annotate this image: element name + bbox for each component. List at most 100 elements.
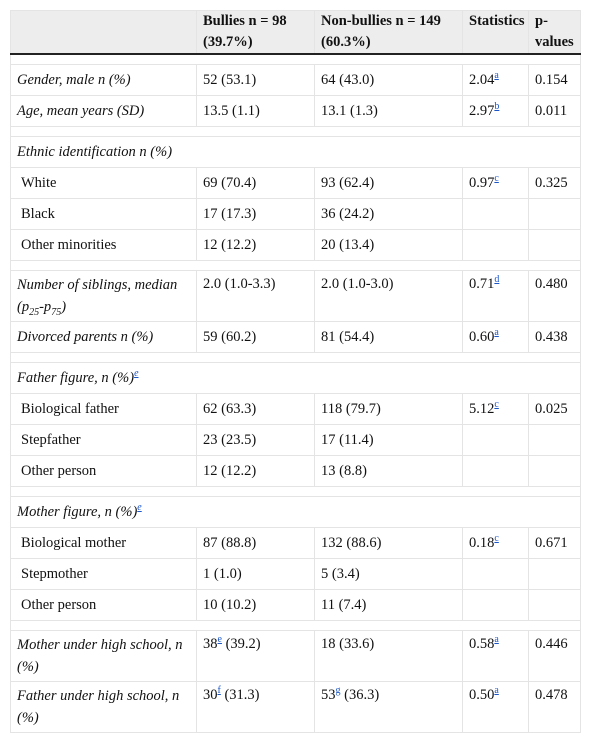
spacer-row xyxy=(10,53,581,65)
statistics-cell: 0.71d xyxy=(462,270,529,322)
footnote-link[interactable]: f xyxy=(217,685,221,697)
spacer-row xyxy=(10,352,581,363)
footnote-link[interactable]: e xyxy=(217,634,222,646)
table-row: Mother under high school, n (%) 38e (39.… xyxy=(10,630,581,682)
p-value-cell xyxy=(528,558,581,590)
stat-value: 2.04 xyxy=(469,71,495,88)
cell-value: 53 xyxy=(321,687,336,703)
stat-value: 0.71 xyxy=(469,276,495,292)
bullies-cell: 62 (63.3) xyxy=(196,393,315,425)
statistics-cell: 0.50a xyxy=(462,681,529,733)
nonbullies-cell: 64 (43.0) xyxy=(314,64,463,96)
row-label: Age, mean years (SD) xyxy=(10,95,197,127)
bullies-cell: 38e (39.2) xyxy=(196,630,315,682)
bullies-cell: 17 (17.3) xyxy=(196,198,315,230)
header-bullies: Bullies n = 98 (39.7%) xyxy=(196,10,315,55)
nonbullies-cell: 13 (8.8) xyxy=(314,455,463,487)
table-row: Stepfather 23 (23.5) 17 (11.4) xyxy=(10,424,581,456)
cell-value: 38 xyxy=(203,636,218,652)
row-label-text: -p xyxy=(39,299,52,315)
nonbullies-cell: 13.1 (1.3) xyxy=(314,95,463,127)
p-value-cell: 0.446 xyxy=(528,630,581,682)
p-value-cell: 0.011 xyxy=(528,95,581,127)
spacer-row xyxy=(10,620,581,631)
stat-value: 0.60 xyxy=(469,328,495,345)
statistics-cell xyxy=(462,589,529,621)
header-p-values: p-values xyxy=(528,10,581,55)
bullies-cell: 12 (12.2) xyxy=(196,229,315,261)
bullies-cell: 1 (1.0) xyxy=(196,558,315,590)
footnote-link[interactable]: c xyxy=(494,398,499,410)
table-row: Black 17 (17.3) 36 (24.2) xyxy=(10,198,581,230)
subscript: 25 xyxy=(29,306,40,318)
row-label: Stepmother xyxy=(10,558,197,590)
section-row: Mother figure, n (%)e xyxy=(10,496,581,528)
nonbullies-cell: 17 (11.4) xyxy=(314,424,463,456)
statistics-cell xyxy=(462,198,529,230)
row-label: Gender, male n (%) xyxy=(10,64,197,96)
statistics-cell: 0.18c xyxy=(462,527,529,559)
statistics-cell: 2.97b xyxy=(462,95,529,127)
section-row: Ethnic identification n (%) xyxy=(10,136,581,168)
footnote-link[interactable]: a xyxy=(494,685,499,697)
row-label: Divorced parents n (%) xyxy=(10,321,197,353)
table-row: Father under high school, n (%) 30f (31.… xyxy=(10,681,581,733)
p-value-cell xyxy=(528,455,581,487)
bullies-cell: 87 (88.8) xyxy=(196,527,315,559)
footnote-link[interactable]: e xyxy=(137,501,142,513)
footnote-link[interactable]: a xyxy=(494,634,499,646)
nonbullies-cell: 132 (88.6) xyxy=(314,527,463,559)
table-row: Other person 10 (10.2) 11 (7.4) xyxy=(10,589,581,621)
section-label: Mother figure, n (%)e xyxy=(10,496,581,528)
statistics-cell: 5.12c xyxy=(462,393,529,425)
bullies-cell: 2.0 (1.0-3.3) xyxy=(196,270,315,322)
footnote-link[interactable]: a xyxy=(494,69,499,81)
bullies-cell: 30f (31.3) xyxy=(196,681,315,733)
footnote-link[interactable]: e xyxy=(134,367,139,379)
nonbullies-cell: 5 (3.4) xyxy=(314,558,463,590)
bullies-cell: 13.5 (1.1) xyxy=(196,95,315,127)
footnote-link[interactable]: g xyxy=(335,685,341,697)
spacer-row xyxy=(10,486,581,497)
table-header-row: Bullies n = 98 (39.7%) Non-bullies n = 1… xyxy=(10,10,581,55)
nonbullies-cell: 18 (33.6) xyxy=(314,630,463,682)
statistics-cell xyxy=(462,558,529,590)
table-row: Other minorities 12 (12.2) 20 (13.4) xyxy=(10,229,581,261)
bullies-cell: 10 (10.2) xyxy=(196,589,315,621)
nonbullies-cell: 93 (62.4) xyxy=(314,167,463,199)
footnote-link[interactable]: b xyxy=(494,100,500,112)
bullies-cell: 52 (53.1) xyxy=(196,64,315,96)
footnote-link[interactable]: c xyxy=(494,172,499,184)
p-value-cell: 0.478 xyxy=(528,681,581,733)
footnote-link[interactable]: d xyxy=(494,274,500,286)
bullies-cell: 23 (23.5) xyxy=(196,424,315,456)
p-value-cell: 0.325 xyxy=(528,167,581,199)
row-label: Other person xyxy=(10,455,197,487)
footnote-link[interactable]: c xyxy=(494,532,499,544)
statistics-cell xyxy=(462,424,529,456)
cell-value: (39.2) xyxy=(221,636,261,652)
stat-value: 0.50 xyxy=(469,687,495,703)
table-row: Biological father 62 (63.3) 118 (79.7) 5… xyxy=(10,393,581,425)
p-value-cell xyxy=(528,424,581,456)
footnote-link[interactable]: a xyxy=(494,326,499,338)
p-value-cell: 0.671 xyxy=(528,527,581,559)
spacer-row xyxy=(10,260,581,271)
row-label: Other minorities xyxy=(10,229,197,261)
section-label: Ethnic identification n (%) xyxy=(10,136,581,168)
p-value-cell: 0.154 xyxy=(528,64,581,96)
table-row: White 69 (70.4) 93 (62.4) 0.97c 0.325 xyxy=(10,167,581,199)
row-label: Mother under high school, n (%) xyxy=(10,630,197,682)
stat-value: 0.58 xyxy=(469,636,495,652)
header-statistics: Statistics xyxy=(462,10,529,55)
table-row: Stepmother 1 (1.0) 5 (3.4) xyxy=(10,558,581,590)
statistics-cell xyxy=(462,455,529,487)
nonbullies-cell: 36 (24.2) xyxy=(314,198,463,230)
header-nonbullies: Non-bullies n = 149 (60.3%) xyxy=(314,10,463,55)
p-value-cell: 0.025 xyxy=(528,393,581,425)
statistics-cell: 0.60a xyxy=(462,321,529,353)
row-label: Biological mother xyxy=(10,527,197,559)
statistics-cell: 0.97c xyxy=(462,167,529,199)
row-label: Biological father xyxy=(10,393,197,425)
nonbullies-cell: 81 (54.4) xyxy=(314,321,463,353)
